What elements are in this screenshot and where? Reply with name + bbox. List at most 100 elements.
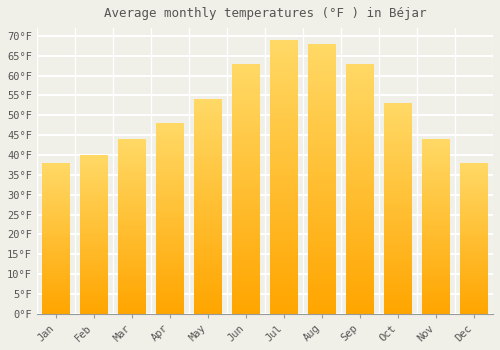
Bar — [118, 289, 146, 291]
Bar — [42, 273, 70, 274]
Bar — [232, 119, 260, 121]
Bar — [346, 109, 374, 111]
Bar — [80, 274, 108, 275]
Bar — [42, 232, 70, 234]
Bar — [118, 183, 146, 184]
Bar — [308, 214, 336, 217]
Bar — [156, 129, 184, 131]
Bar — [308, 195, 336, 198]
Bar — [460, 180, 488, 181]
Bar — [422, 228, 450, 230]
Bar — [270, 289, 298, 292]
Bar — [42, 201, 70, 202]
Bar — [80, 241, 108, 242]
Bar — [156, 281, 184, 283]
Bar — [346, 261, 374, 264]
Bar — [422, 193, 450, 195]
Bar — [194, 112, 222, 114]
Bar — [346, 136, 374, 139]
Bar — [422, 310, 450, 312]
Bar — [270, 193, 298, 196]
Bar — [460, 247, 488, 249]
Bar — [460, 225, 488, 226]
Bar — [232, 311, 260, 314]
Bar — [460, 308, 488, 309]
Bar — [80, 309, 108, 310]
Bar — [384, 202, 412, 204]
Bar — [460, 281, 488, 282]
Bar — [346, 134, 374, 136]
Bar — [232, 79, 260, 81]
Bar — [232, 276, 260, 279]
Bar — [346, 294, 374, 296]
Bar — [80, 171, 108, 173]
Bar — [422, 145, 450, 146]
Bar — [270, 308, 298, 311]
Bar — [232, 176, 260, 179]
Bar — [346, 126, 374, 129]
Bar — [346, 96, 374, 99]
Bar — [308, 100, 336, 103]
Bar — [460, 205, 488, 206]
Bar — [42, 265, 70, 267]
Bar — [80, 284, 108, 285]
Bar — [460, 178, 488, 180]
Bar — [460, 278, 488, 279]
Bar — [232, 134, 260, 136]
Bar — [232, 256, 260, 259]
Bar — [346, 99, 374, 101]
Bar — [42, 257, 70, 258]
Bar — [42, 180, 70, 181]
Bar — [460, 303, 488, 304]
Bar — [346, 86, 374, 89]
Bar — [460, 175, 488, 176]
Bar — [308, 182, 336, 184]
Bar — [42, 191, 70, 193]
Bar — [194, 224, 222, 226]
Bar — [42, 216, 70, 217]
Bar — [118, 235, 146, 237]
Bar — [384, 303, 412, 305]
Bar — [460, 288, 488, 289]
Bar — [460, 262, 488, 264]
Bar — [384, 104, 412, 106]
Bar — [384, 116, 412, 118]
Bar — [346, 281, 374, 284]
Bar — [156, 296, 184, 299]
Bar — [118, 242, 146, 244]
Bar — [194, 239, 222, 241]
Bar — [308, 287, 336, 289]
Bar — [232, 164, 260, 166]
Bar — [80, 247, 108, 248]
Bar — [118, 149, 146, 151]
Bar — [308, 74, 336, 76]
Bar — [270, 133, 298, 136]
Bar — [80, 307, 108, 309]
Bar — [118, 190, 146, 191]
Bar — [460, 232, 488, 234]
Bar — [118, 258, 146, 260]
Bar — [346, 71, 374, 74]
Bar — [308, 300, 336, 303]
Bar — [194, 269, 222, 271]
Bar — [232, 286, 260, 289]
Bar — [422, 143, 450, 145]
Bar — [422, 240, 450, 242]
Bar — [156, 136, 184, 139]
Bar — [460, 291, 488, 293]
Bar — [422, 294, 450, 296]
Bar — [80, 228, 108, 230]
Bar — [156, 275, 184, 278]
Bar — [42, 253, 70, 255]
Bar — [194, 140, 222, 142]
Bar — [308, 152, 336, 155]
Bar — [232, 159, 260, 161]
Bar — [194, 119, 222, 121]
Bar — [384, 141, 412, 144]
Bar — [308, 87, 336, 90]
Bar — [308, 144, 336, 146]
Bar — [80, 242, 108, 244]
Bar — [80, 223, 108, 225]
Bar — [156, 245, 184, 247]
Bar — [270, 240, 298, 243]
